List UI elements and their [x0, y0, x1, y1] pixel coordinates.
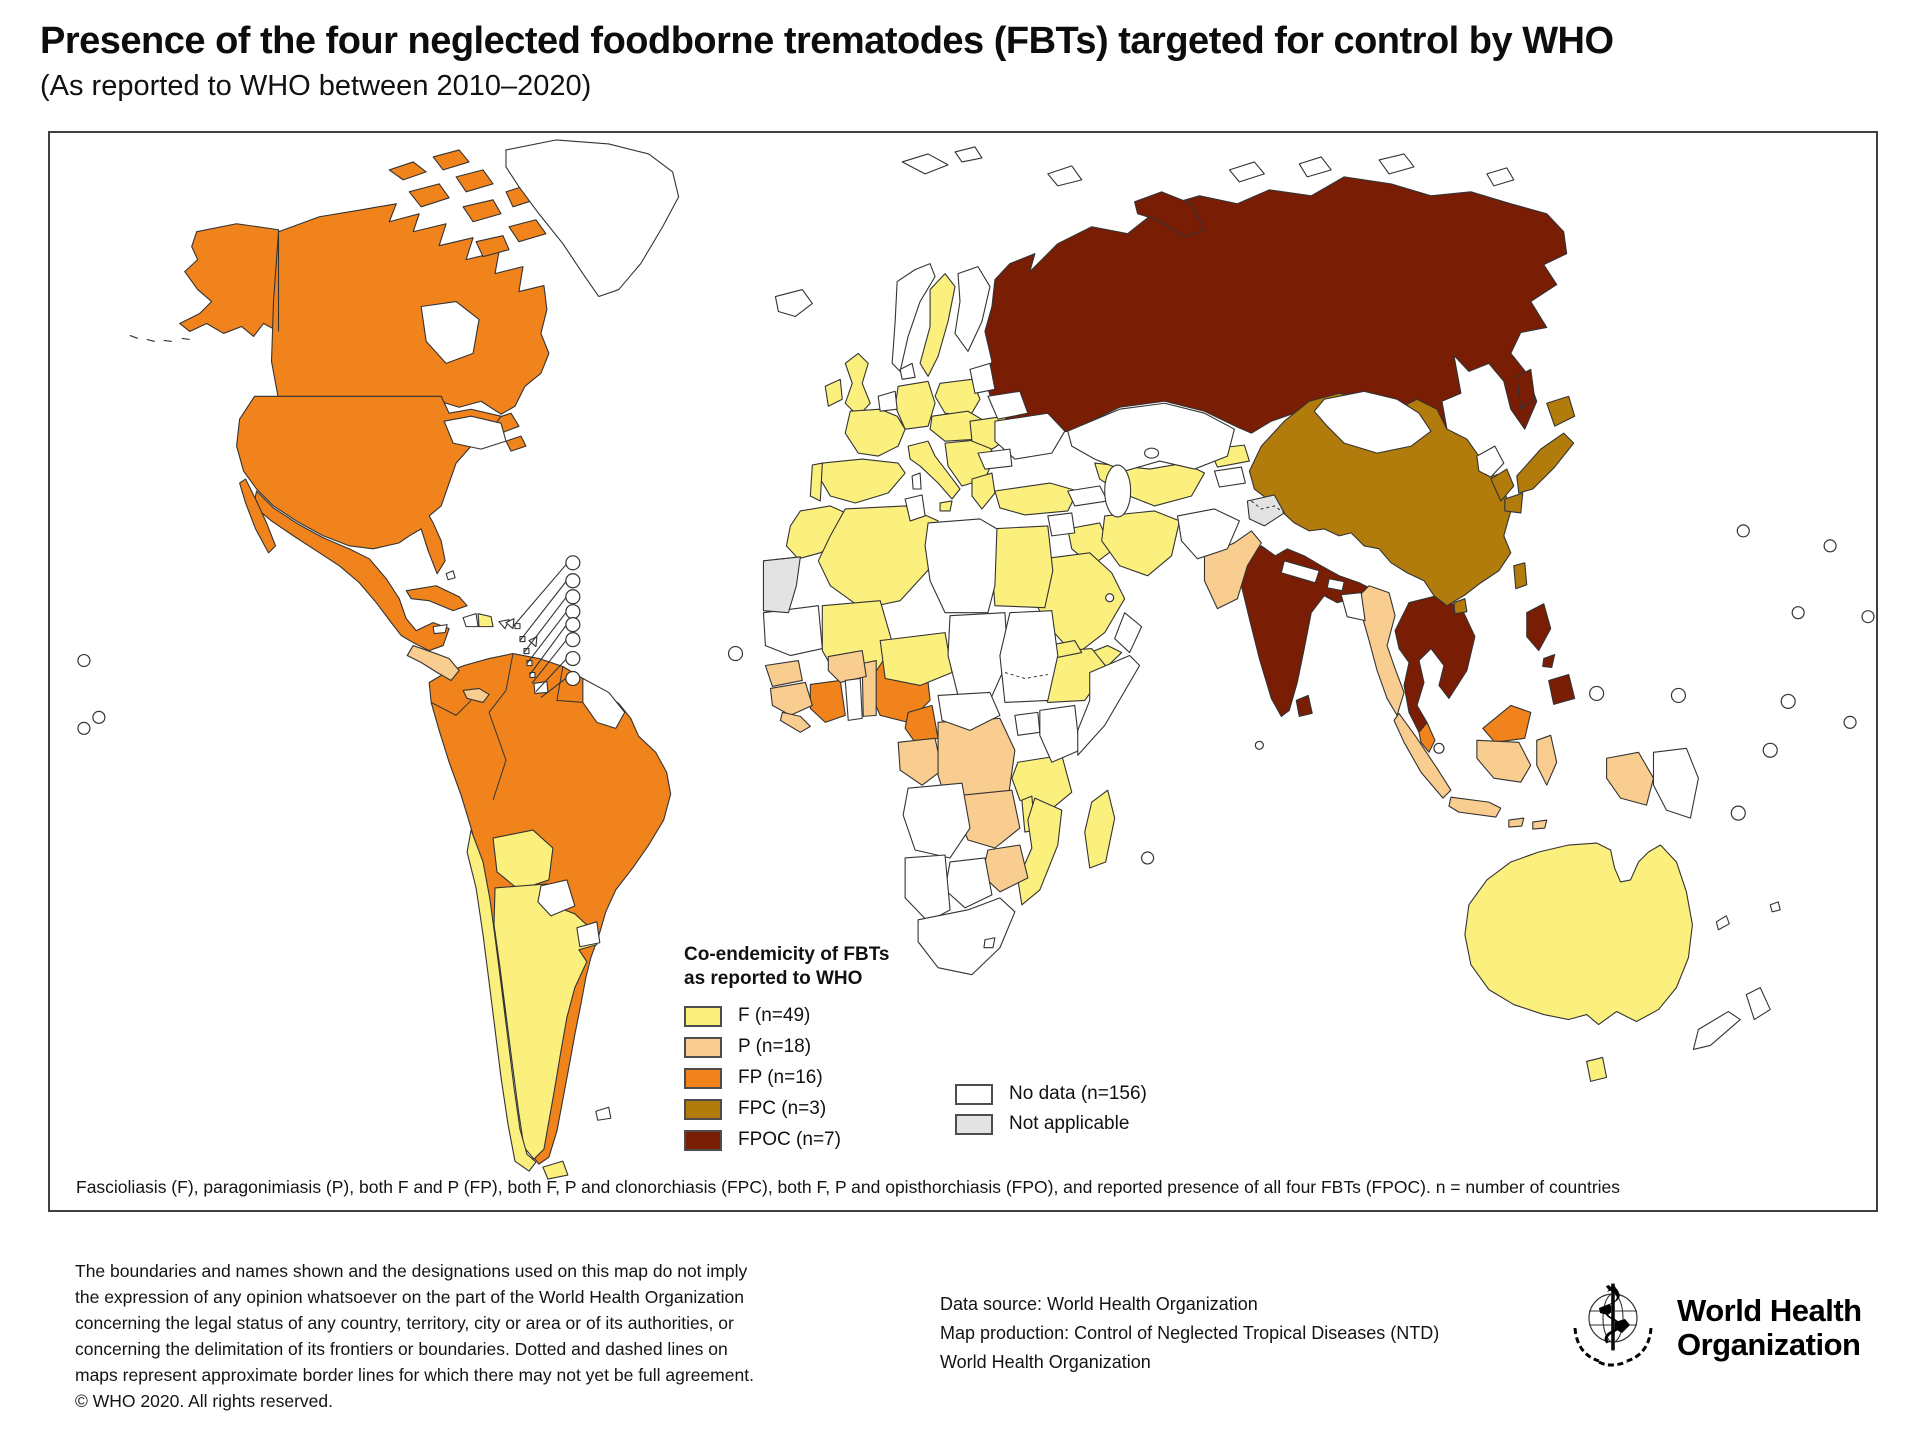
- legend-swatch-fpoc: [684, 1129, 722, 1151]
- page-title: Presence of the four neglected foodborne…: [40, 20, 1614, 62]
- island-markers: [77, 524, 1875, 865]
- legend-swatch-p: [684, 1036, 722, 1058]
- who-logo-text: World Health Organization: [1677, 1294, 1862, 1362]
- data-source-line2: Map production: Control of Neglected Tro…: [940, 1323, 1440, 1343]
- legend-swatch-fpc: [684, 1098, 722, 1120]
- data-source-line3: World Health Organization: [940, 1352, 1151, 1372]
- page-subtitle: (As reported to WHO between 2010–2020): [40, 70, 592, 102]
- legend-item-fpc: FPC (n=3): [684, 1098, 890, 1120]
- who-logo-line2: Organization: [1677, 1327, 1861, 1362]
- disclaimer: The boundaries and names shown and the d…: [75, 1258, 754, 1414]
- legend-item-f: F (n=49): [684, 1005, 890, 1027]
- legend-swatch-nodata: [955, 1083, 993, 1105]
- regions-nodata: [420, 139, 1781, 1121]
- regions-fpc: [1248, 392, 1576, 615]
- regions-fpoc: [907, 176, 1576, 733]
- data-source: Data source: World Health Organization M…: [940, 1290, 1439, 1377]
- disclaimer-line6: © WHO 2020. All rights reserved.: [75, 1391, 333, 1411]
- legend-swatch-na: [955, 1113, 993, 1135]
- legend-swatch-f: [684, 1005, 722, 1027]
- map-border-lines: [129, 233, 1502, 801]
- legend-title: Co-endemicity of FBTs as reported to WHO: [684, 943, 890, 991]
- who-logo: World Health Organization: [1563, 1278, 1862, 1378]
- map-footnote: Fascioliasis (F), paragonimiasis (P), bo…: [76, 1177, 1621, 1197]
- world-map: [77, 139, 1875, 1180]
- legend: Co-endemicity of FBTs as reported to WHO…: [684, 943, 890, 1160]
- disclaimer-line1: The boundaries and names shown and the d…: [75, 1261, 748, 1281]
- legend-rows: F (n=49) P (n=18) FP (n=16) FPC (n=3) FP…: [684, 1005, 890, 1151]
- regions-not-applicable: [762, 494, 1285, 614]
- map-figure: Co-endemicity of FBTs as reported to WHO…: [48, 131, 1878, 1212]
- regions-f: [466, 273, 1693, 1180]
- legend-label-fpoc: FPOC (n=7): [738, 1129, 841, 1150]
- disclaimer-line3: concerning the legal status of any count…: [75, 1313, 734, 1333]
- legend-swatch-fp: [684, 1067, 722, 1089]
- who-emblem-icon: [1573, 1283, 1653, 1367]
- regions-fp: [179, 149, 1532, 1165]
- legend-item-p: P (n=18): [684, 1036, 890, 1058]
- data-source-line1: Data source: World Health Organization: [940, 1294, 1258, 1314]
- disclaimer-line4: concerning the delimitation of its front…: [75, 1339, 728, 1359]
- disclaimer-line2: the expression of any opinion whatsoever…: [75, 1287, 744, 1307]
- legend-secondary: No data (n=156) Not applicable: [955, 1083, 1147, 1143]
- legend-label-p: P (n=18): [738, 1036, 812, 1057]
- legend-label-nodata: No data (n=156): [1009, 1083, 1147, 1104]
- disclaimer-line5: maps represent approximate border lines …: [75, 1365, 754, 1385]
- legend-label-fp: FP (n=16): [738, 1067, 823, 1088]
- legend-title-line1: Co-endemicity of FBTs: [684, 944, 890, 965]
- legend-label-f: F (n=49): [738, 1005, 811, 1026]
- legend-item-fp: FP (n=16): [684, 1067, 890, 1089]
- legend-title-line2: as reported to WHO: [684, 968, 863, 989]
- legend-item-na: Not applicable: [955, 1113, 1147, 1135]
- legend-label-fpc: FPC (n=3): [738, 1098, 827, 1119]
- legend-label-na: Not applicable: [1009, 1113, 1130, 1134]
- who-logo-line1: World Health: [1677, 1293, 1862, 1328]
- legend-item-fpoc: FPOC (n=7): [684, 1129, 890, 1151]
- legend-item-nodata: No data (n=156): [955, 1083, 1147, 1105]
